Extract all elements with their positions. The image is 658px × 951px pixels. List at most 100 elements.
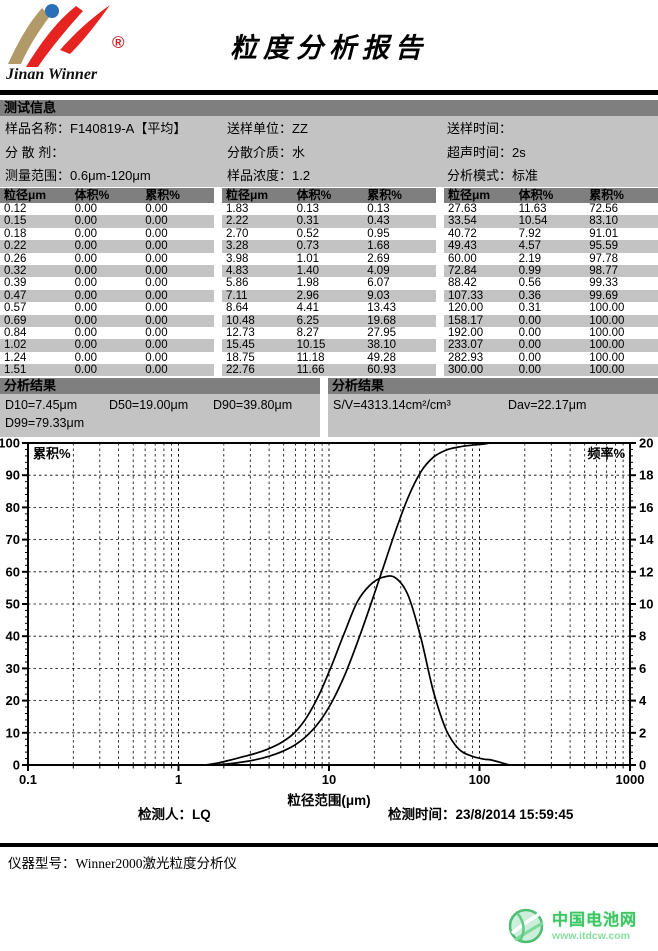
y-tick-label-right: 0 — [639, 758, 646, 773]
y-tick-label-right: 20 — [639, 437, 653, 451]
test-time-label: 检测时间：23/8/2014 15:59:45 — [388, 807, 574, 822]
column-header: 粒径μm — [4, 188, 47, 202]
x-tick-label: 0.1 — [19, 772, 37, 787]
frequency-curve — [205, 575, 510, 766]
table-cell: 0.00 — [145, 215, 168, 228]
table-row: 158.17 0.00 100.00 — [444, 314, 658, 327]
table-cell: 0.13 — [367, 203, 390, 215]
table-cell: 0.84 — [4, 326, 27, 339]
table-row: 22.76 11.66 60.93 — [222, 364, 436, 377]
table-row: 0.22 0.00 0.00 — [0, 240, 214, 253]
table-row: 0.47 0.00 0.00 — [0, 289, 214, 303]
table-row: 0.39 0.00 0.00 — [0, 277, 214, 289]
table-cell: 49.43 — [448, 240, 477, 253]
table-cell: 10.54 — [518, 215, 548, 228]
table-cell: 0.00 — [74, 277, 97, 290]
y-tick-label-right: 4 — [639, 693, 647, 708]
table-cell: 0.00 — [145, 203, 168, 215]
y-tick-label-left: 30 — [6, 661, 20, 676]
table-cell: 0.73 — [296, 240, 319, 253]
data-table: 粒径μm 体积% 累积% 0.12 0.00 0.00 0.15 0.00 0.00 0.18 0.… — [0, 188, 658, 377]
result-line: D10=7.45μm D50=19.00μm D90=39.80μm — [0, 394, 320, 412]
info-field: 分 散 剂： — [5, 144, 65, 160]
table-cell: 88.42 — [448, 277, 477, 290]
table-cell: 0.18 — [4, 227, 27, 240]
table-cell: 0.22 — [4, 240, 27, 253]
logo-blue-dot — [45, 4, 59, 18]
y-tick-label-left: 40 — [6, 629, 20, 644]
table-row: 49.43 4.57 95.59 — [444, 240, 658, 253]
header-rule — [0, 90, 658, 95]
table-cell: 0.00 — [74, 252, 97, 265]
info-field: 分散介质：水 — [227, 144, 306, 160]
table-cell: 300.00 — [448, 364, 484, 377]
table-row: 282.93 0.00 100.00 — [444, 352, 658, 364]
column-header: 体积% — [74, 188, 110, 202]
table-cell: 0.00 — [518, 351, 541, 364]
table-cell: 100.00 — [589, 326, 625, 339]
table-cell: 0.39 — [4, 277, 27, 290]
table-row: 233.07 0.00 100.00 — [444, 339, 658, 352]
table-cell: 192.00 — [448, 326, 484, 339]
x-tick-label: 1000 — [616, 772, 645, 787]
y-tick-label-left: 0 — [13, 758, 20, 773]
table-cell: 1.68 — [367, 240, 390, 253]
table-row: 4.83 1.40 4.09 — [222, 264, 436, 278]
logo-red-blade-right — [60, 5, 110, 54]
table-cell: 100.00 — [589, 339, 625, 352]
table-cell: 12.73 — [226, 326, 255, 339]
table-cell: 33.54 — [448, 215, 477, 228]
table-cell: 1.02 — [4, 339, 27, 352]
table-cell: 107.33 — [448, 289, 484, 302]
table-cell: 1.24 — [4, 351, 27, 364]
table-cell: 6.25 — [296, 314, 319, 327]
chart-x-axis-title: 粒径范围(μm) — [287, 793, 371, 808]
table-cell: 0.00 — [518, 326, 541, 339]
footer-rule — [0, 843, 658, 847]
table-cell: 100.00 — [589, 314, 625, 327]
table-cell: 0.00 — [145, 302, 168, 315]
registered-mark-icon: ® — [112, 33, 125, 52]
table-cell: 0.69 — [4, 314, 27, 327]
table-cell: 0.12 — [4, 203, 27, 215]
table-cell: 40.72 — [448, 227, 477, 240]
table-cell: 1.40 — [296, 264, 319, 277]
inspector-label: 检测人：LQ — [138, 807, 211, 822]
table-row: 192.00 0.00 100.00 — [444, 327, 658, 339]
table-cell: 72.56 — [589, 203, 618, 215]
table-cell: 5.86 — [226, 277, 249, 290]
table-cell: 1.01 — [296, 252, 319, 265]
result-value: Dav=22.17μm — [508, 398, 587, 412]
table-row: 120.00 0.31 100.00 — [444, 302, 658, 314]
table-row: 3.98 1.01 2.69 — [222, 253, 436, 265]
table-cell: 0.00 — [145, 227, 168, 240]
result-line: D99=79.33μm — [0, 412, 320, 430]
column-header: 粒径μm — [226, 188, 269, 202]
table-row: 0.18 0.00 0.00 — [0, 228, 214, 240]
table-cell: 100.00 — [589, 364, 625, 377]
table-cell: 91.01 — [589, 227, 618, 240]
column-header: 累积% — [367, 188, 402, 202]
table-cell: 0.31 — [296, 215, 319, 228]
table-cell: 120.00 — [448, 302, 484, 315]
y-tick-label-right: 12 — [639, 564, 653, 579]
table-cell: 0.00 — [518, 314, 541, 327]
table-row: 7.11 2.96 9.03 — [222, 289, 436, 303]
table-cell: 233.07 — [448, 339, 484, 352]
table-cell: 0.57 — [4, 302, 27, 315]
table-cell: 2.96 — [296, 289, 319, 302]
logo-red-blade-left — [26, 6, 83, 67]
table-cell: 0.00 — [145, 277, 168, 290]
results-right-section-title: 分析结果 — [328, 378, 658, 394]
table-cell: 0.00 — [145, 351, 168, 364]
table-cell: 0.00 — [145, 252, 168, 265]
y-tick-label-left: 90 — [6, 468, 20, 483]
table-cell: 0.52 — [296, 227, 319, 240]
table-cell: 4.57 — [518, 240, 541, 253]
y-tick-label-left: 80 — [6, 500, 20, 515]
test-info-section-title: 测试信息 — [0, 100, 658, 116]
table-cell: 0.13 — [296, 203, 319, 215]
jinan-winner-logo: ® — [8, 4, 125, 67]
table-cell: 0.43 — [367, 215, 390, 228]
